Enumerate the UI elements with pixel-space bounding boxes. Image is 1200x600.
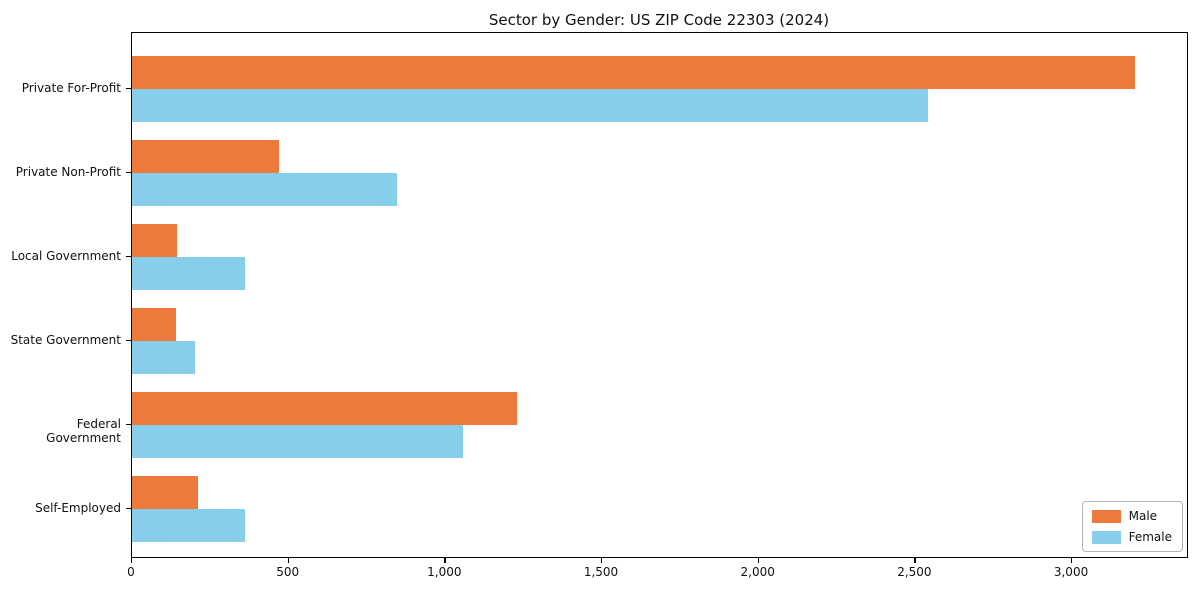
bar-female-5 — [132, 425, 463, 458]
y-axis-label: Private For-Profit — [21, 81, 121, 95]
plot-area: Male Female — [131, 32, 1188, 558]
legend-label: Male — [1128, 509, 1158, 523]
x-tick-label: 1,500 — [583, 565, 619, 579]
x-tick-mark — [1071, 558, 1073, 563]
x-tick-mark — [914, 558, 916, 563]
bar-female-4 — [132, 341, 195, 374]
legend-label: Female — [1128, 530, 1172, 544]
x-tick-mark — [131, 558, 133, 563]
x-tick-label: 1,000 — [427, 565, 462, 579]
chart-title: Sector by Gender: US ZIP Code 22303 (202… — [488, 11, 830, 29]
x-tick-label: 3,000 — [1053, 565, 1089, 579]
bar-male-1 — [132, 56, 1135, 89]
bar-male-2 — [132, 140, 280, 173]
bar-female-2 — [132, 173, 397, 206]
legend-swatch-male — [1091, 509, 1121, 523]
y-tick-mark — [126, 88, 131, 90]
bar-male-4 — [132, 308, 176, 341]
y-axis-label: Local Government — [11, 249, 121, 263]
y-axis-label: Self-Employed — [35, 501, 121, 515]
y-axis-label: Federal Government — [46, 417, 121, 445]
bar-male-6 — [132, 476, 198, 509]
y-tick-mark — [126, 508, 131, 510]
x-tick-mark — [444, 558, 446, 563]
legend: Male Female — [1081, 501, 1183, 552]
legend-swatch-female — [1091, 530, 1121, 544]
y-tick-mark — [126, 256, 131, 258]
y-axis-label: State Government — [10, 333, 121, 347]
legend-item-female: Female — [1091, 530, 1172, 544]
bar-male-5 — [132, 392, 518, 425]
bar-female-6 — [132, 509, 245, 542]
bar-male-3 — [132, 224, 178, 257]
x-tick-label: 2,500 — [897, 565, 932, 579]
x-tick-label: 0 — [127, 565, 135, 579]
y-axis-label: Private Non-Profit — [15, 165, 121, 179]
x-tick-mark — [757, 558, 759, 563]
legend-item-male: Male — [1091, 509, 1172, 523]
x-tick-label: 2,000 — [740, 565, 775, 579]
x-tick-label: 500 — [276, 565, 300, 579]
y-tick-mark — [126, 172, 131, 174]
x-tick-mark — [601, 558, 603, 563]
x-tick-mark — [287, 558, 289, 563]
bar-female-1 — [132, 89, 928, 122]
y-tick-mark — [126, 424, 131, 426]
bar-female-3 — [132, 257, 245, 290]
y-tick-mark — [126, 340, 131, 342]
